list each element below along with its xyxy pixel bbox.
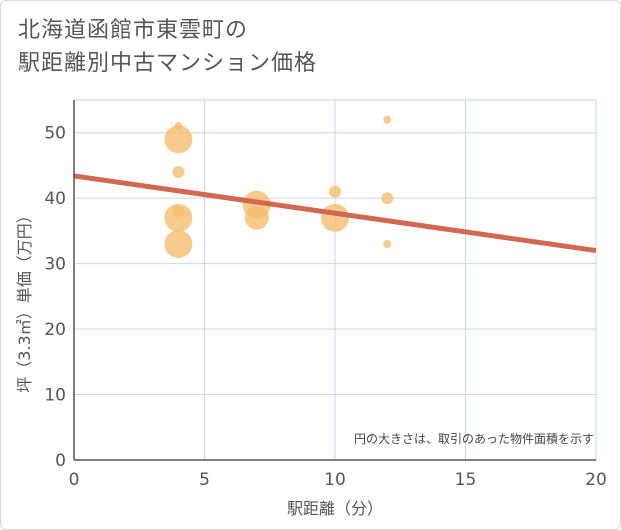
trend-line-group	[73, 173, 597, 254]
x-tick-label: 20	[585, 470, 607, 490]
x-tick-label: 0	[69, 470, 80, 490]
y-tick-label: 50	[44, 124, 66, 144]
data-point	[381, 192, 394, 205]
data-point	[329, 185, 341, 198]
trend-line	[73, 173, 597, 254]
x-axis-label: 駅距離（分）	[287, 499, 383, 518]
data-point	[164, 203, 193, 232]
y-tick-label: 0	[55, 451, 66, 471]
y-tick-label: 10	[44, 386, 66, 406]
data-point	[244, 205, 269, 230]
y-tick-label: 30	[44, 255, 66, 275]
data-point	[321, 203, 349, 232]
chart-title-line1: 北海道函館市東雲町の	[18, 18, 249, 43]
x-tick-label: 15	[455, 470, 477, 490]
data-point	[164, 125, 193, 154]
chart-title: 北海道函館市東雲町の 駅距離別中古マンション価格	[18, 14, 317, 80]
axes	[73, 100, 596, 461]
grid-lines	[74, 99, 597, 460]
tick-labels: 0 5 10 15 20 0 10 20 30 40 50	[44, 124, 606, 490]
data-point	[383, 240, 392, 248]
size-annotation: 円の大きさは、取引のあった物件面積を示す	[354, 431, 594, 446]
chart-title-line2: 駅距離別中古マンション価格	[18, 51, 318, 76]
data-point	[172, 166, 185, 178]
y-tick-label: 40	[44, 189, 66, 209]
y-axis-label: 坪（3.3㎡）単価（万円）	[15, 207, 34, 392]
data-points	[164, 115, 394, 258]
data-point	[164, 230, 193, 258]
y-tick-label: 20	[44, 320, 66, 340]
data-point	[383, 115, 392, 124]
x-tick-label: 10	[324, 470, 346, 490]
x-tick-label: 5	[199, 470, 210, 490]
